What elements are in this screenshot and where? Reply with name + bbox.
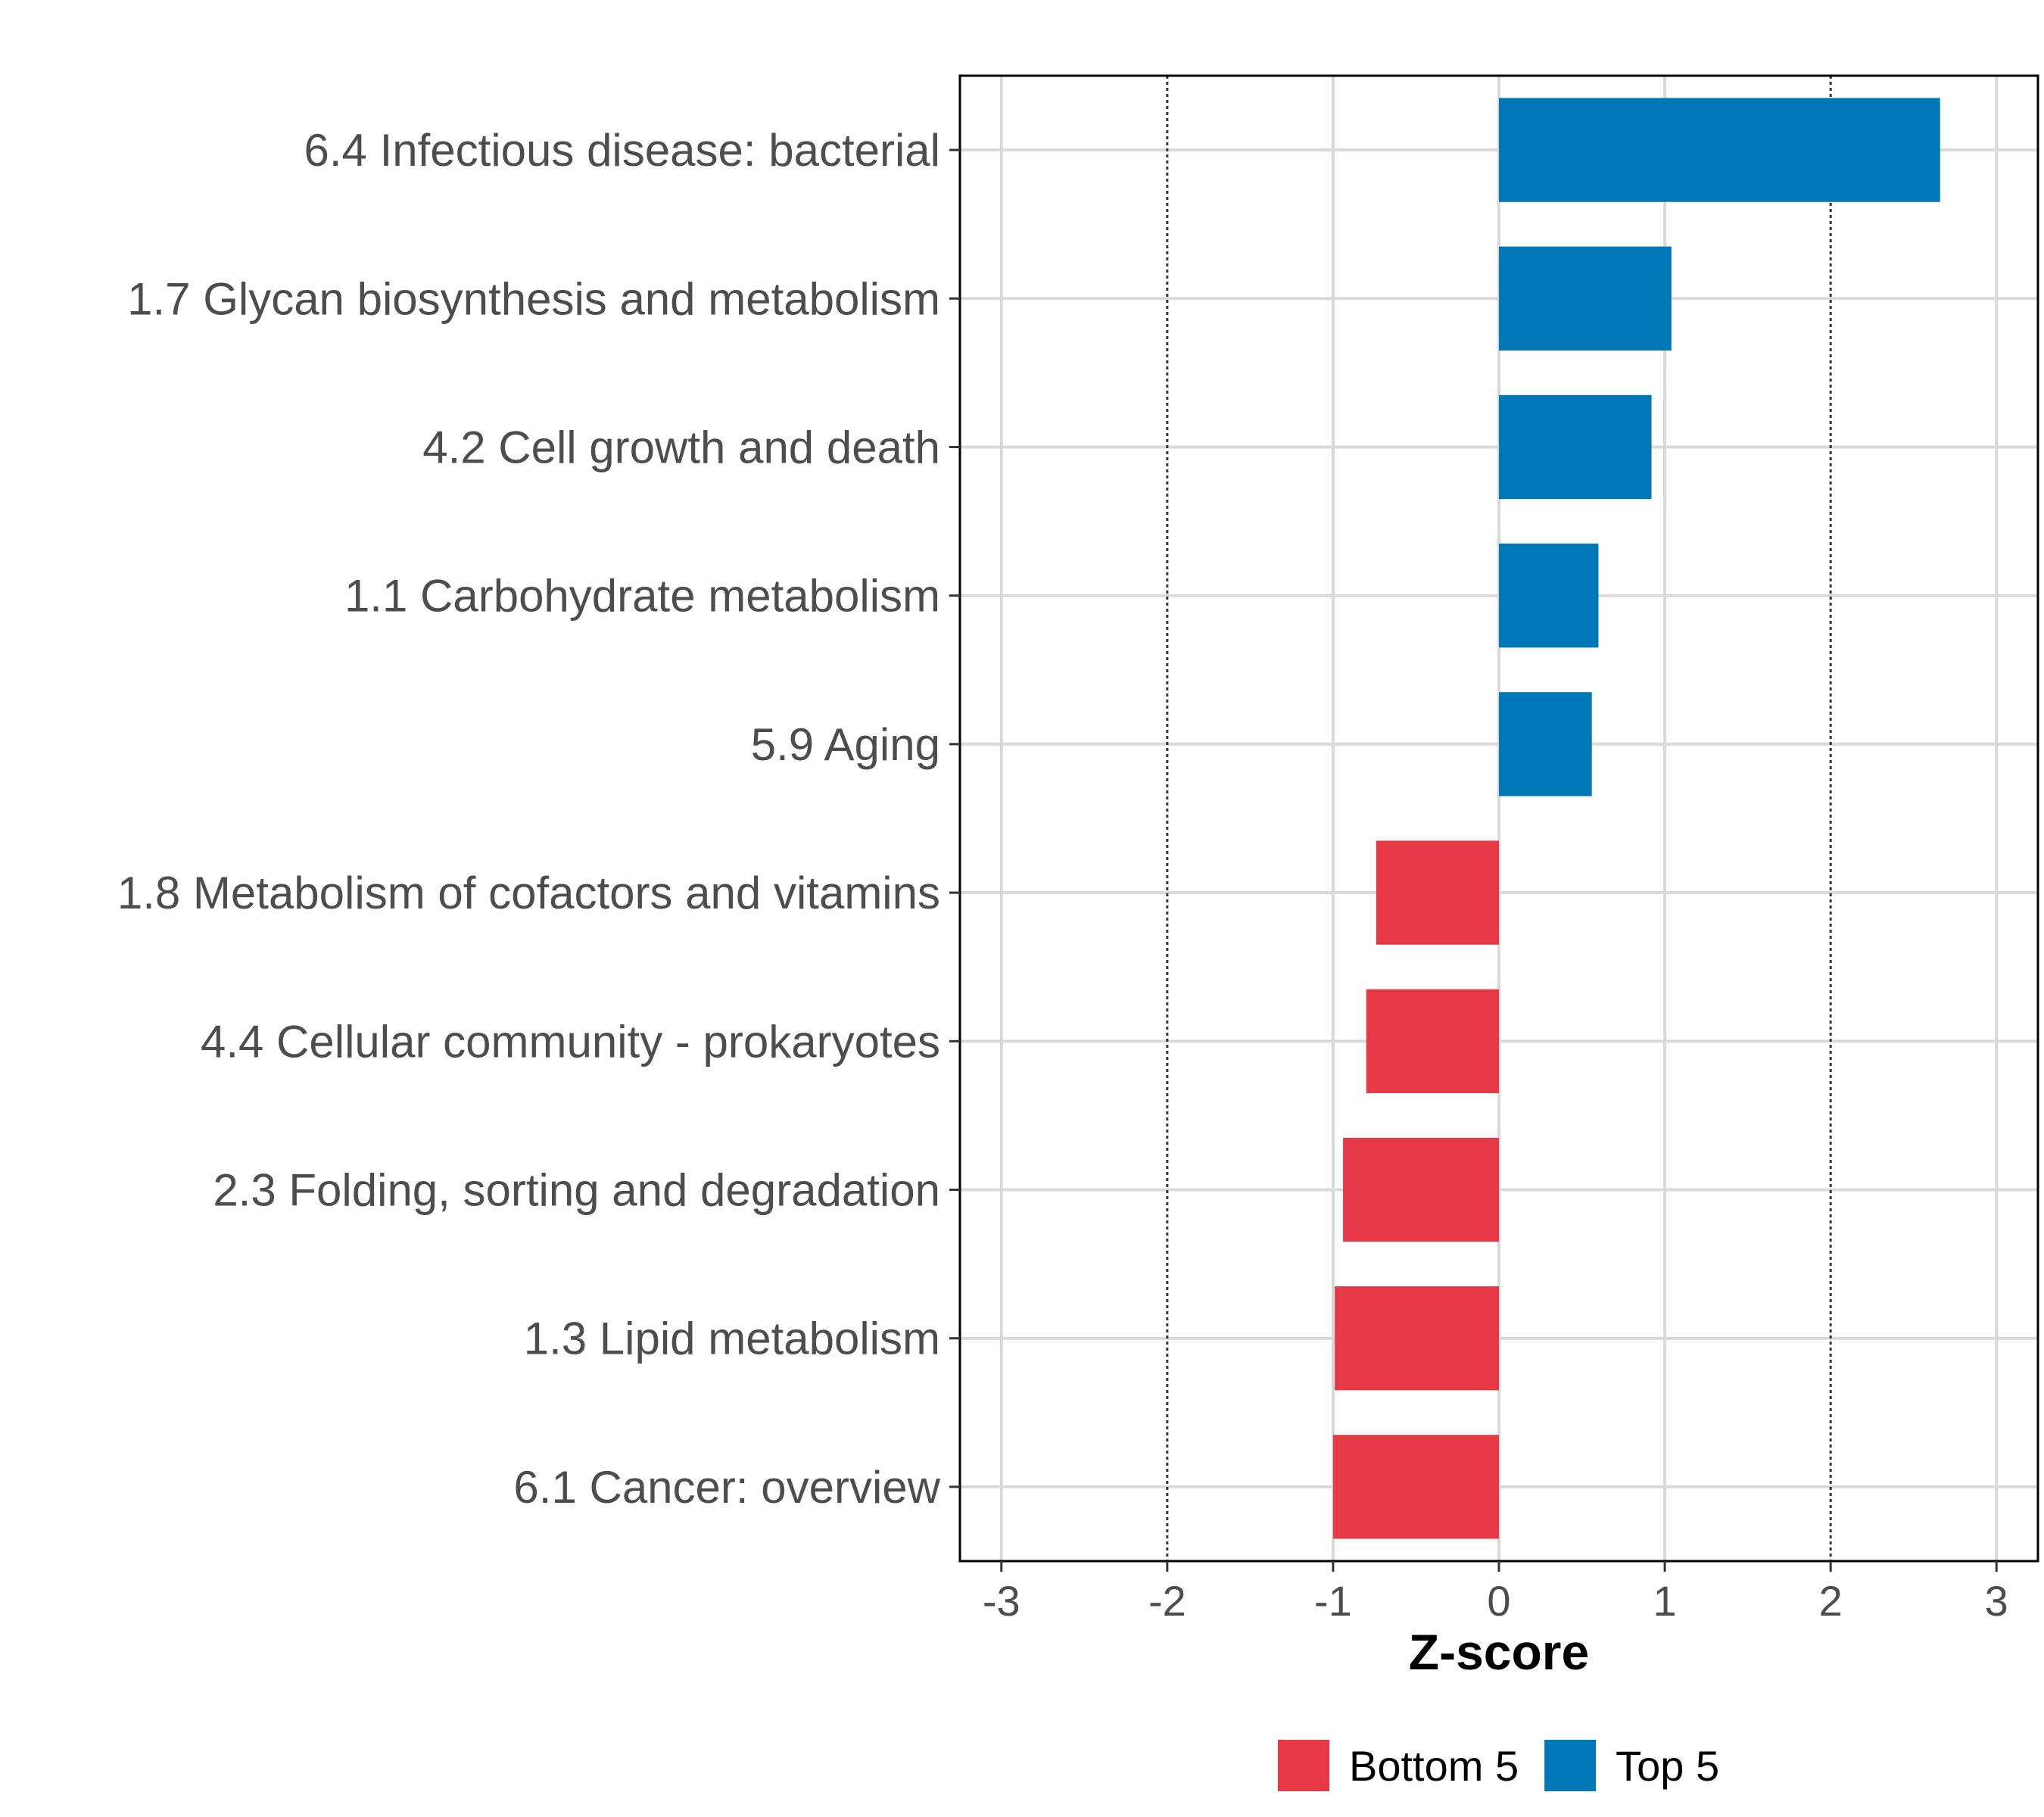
bar	[1376, 840, 1499, 945]
x-tick-label: 3	[1985, 1577, 2008, 1625]
y-tick-label: 4.2 Cell growth and death	[422, 422, 940, 473]
x-axis-title: Z-score	[1409, 1624, 1589, 1680]
y-tick-label: 5.9 Aging	[751, 719, 940, 770]
x-tick-label: 0	[1487, 1577, 1510, 1625]
y-tick-label: 1.3 Lipid metabolism	[524, 1314, 940, 1364]
x-tick-label: 1	[1653, 1577, 1676, 1625]
y-tick-label: 2.3 Folding, sorting and degradation	[213, 1165, 940, 1216]
legend: Bottom 5 Top 5	[1278, 1740, 1719, 1791]
legend-swatch	[1544, 1740, 1597, 1791]
y-tick-label: 1.8 Metabolism of cofactors and vitamins	[117, 868, 940, 918]
bar	[1335, 1286, 1499, 1391]
legend-label: Bottom 5	[1349, 1742, 1519, 1790]
bar	[1499, 394, 1652, 500]
y-axis: 6.4 Infectious disease: bacterial 1.7 Gly…	[117, 125, 960, 1513]
bar	[1499, 692, 1592, 796]
y-tick-label: 1.7 Glycan biosynthesis and metabolism	[127, 273, 940, 324]
bar	[1499, 246, 1672, 351]
x-axis: -3 -2 -1 0 1 2 3	[983, 1561, 2008, 1625]
y-tick-label: 6.4 Infectious disease: bacterial	[304, 125, 941, 176]
legend-swatch	[1278, 1740, 1329, 1791]
bar	[1499, 544, 1599, 648]
bar	[1366, 989, 1499, 1093]
y-tick-label: 6.1 Cancer: overview	[513, 1462, 940, 1513]
bar	[1332, 1435, 1499, 1539]
x-tick-label: 2	[1819, 1577, 1843, 1625]
bars	[1332, 98, 1940, 1539]
bar	[1499, 98, 1940, 202]
x-tick-label: -1	[1314, 1577, 1352, 1625]
x-tick-label: -3	[983, 1577, 1020, 1625]
bar	[1343, 1137, 1499, 1242]
y-tick-label: 4.4 Cellular community - prokaryotes	[201, 1016, 940, 1067]
x-tick-label: -2	[1148, 1577, 1186, 1625]
y-tick-label: 1.1 Carbohydrate metabolism	[344, 571, 940, 622]
legend-label: Top 5	[1616, 1742, 1719, 1790]
